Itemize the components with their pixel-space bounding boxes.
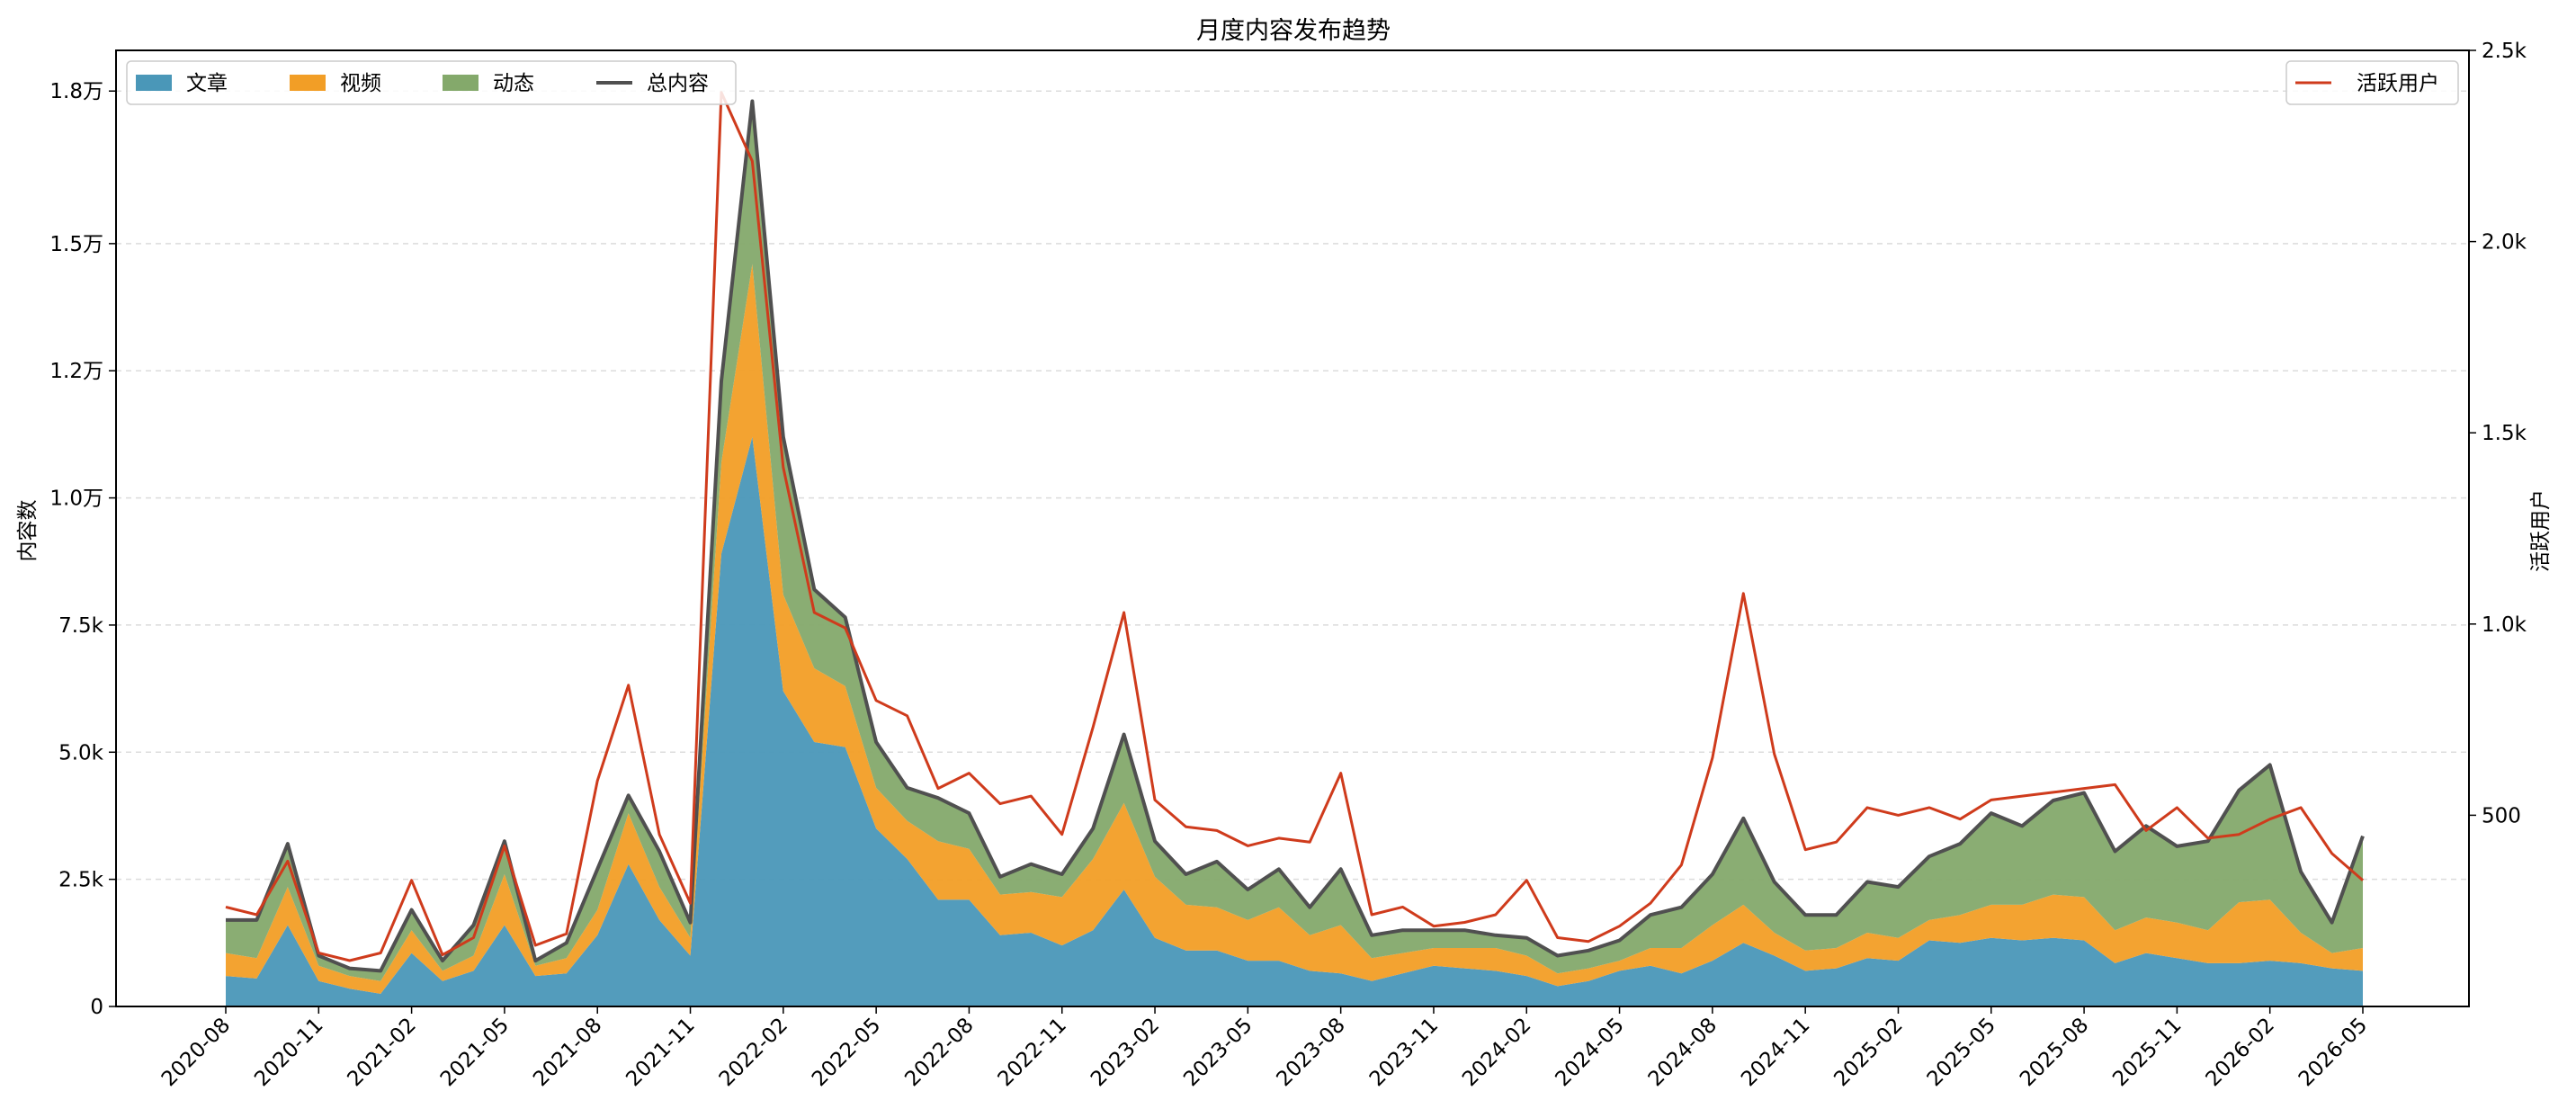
x-tick-label: 2021-05	[436, 1014, 514, 1091]
legend-frame	[126, 60, 737, 105]
x-tick-label: 2024-11	[1737, 1014, 1814, 1091]
x-tick-label: 2021-11	[622, 1014, 699, 1091]
x-tick-label: 2021-02	[344, 1014, 421, 1091]
x-tick-label: 2021-08	[529, 1014, 606, 1091]
y-tick-label: 5.0k	[58, 741, 104, 765]
stacked-areas	[226, 101, 2363, 1006]
y-axis-label-right: 活跃用户	[2529, 489, 2553, 572]
y-axis-left: 0 2.5k 5.0k 7.5k 1.0万 1.2万 1.5万 1.8万	[49, 80, 116, 1019]
x-axis: 2020-08 2020-11 2021-02 2021-05 2021-08 2021-…	[157, 1006, 2372, 1091]
y2-tick-label: 500	[2482, 804, 2521, 827]
legend-label: 总内容	[647, 72, 709, 95]
x-tick-label: 2022-08	[900, 1014, 978, 1091]
line-活跃用户	[225, 91, 2364, 962]
y2-tick-label: 1.5k	[2482, 422, 2527, 445]
legend-label: 活跃用户	[2357, 72, 2439, 95]
y2-tick-label: 2.0k	[2482, 231, 2527, 255]
y-tick-label: 1.5万	[49, 233, 103, 256]
x-tick-label: 2025-08	[2016, 1014, 2093, 1091]
line-总内容	[226, 99, 2365, 973]
y2-tick-label: 1.0k	[2482, 613, 2527, 637]
x-tick-label: 2024-08	[1644, 1014, 1722, 1091]
y-tick-label: 7.5k	[58, 614, 104, 638]
lines	[225, 91, 2365, 973]
legend-swatch	[136, 75, 172, 91]
y-tick-label: 1.8万	[49, 80, 103, 103]
x-tick-label: 2020-08	[157, 1014, 235, 1091]
x-tick-label: 2025-05	[1923, 1014, 2000, 1091]
x-tick-label: 2020-11	[250, 1014, 327, 1091]
legend-label: 动态	[493, 72, 534, 95]
legend-swatch	[443, 75, 479, 91]
x-tick-label: 2022-11	[994, 1014, 1071, 1091]
x-tick-label: 2024-05	[1551, 1014, 1628, 1091]
legend-frame	[2285, 60, 2459, 105]
y-tick-label: 2.5k	[58, 869, 104, 892]
legend-left: 文章 视频 动态 总内容	[126, 60, 737, 105]
plot-frame	[115, 49, 2470, 1007]
x-tick-label: 2023-02	[1087, 1014, 1164, 1091]
x-tick-label: 2022-05	[808, 1014, 885, 1091]
x-tick-label: 2023-08	[1273, 1014, 1350, 1091]
legend-right: 活跃用户	[2285, 60, 2459, 105]
y2-tick-label: 2.5k	[2482, 40, 2527, 63]
y-tick-label: 1.2万	[49, 360, 103, 383]
x-tick-label: 2026-02	[2202, 1014, 2279, 1091]
area-动态	[226, 101, 2363, 981]
legend-label: 文章	[186, 72, 228, 95]
y-axis-right: 500 1.0k 1.5k 2.0k 2.5k	[2469, 40, 2527, 827]
x-tick-label: 2023-05	[1179, 1014, 1257, 1091]
legend-swatch	[290, 75, 326, 91]
area-文章	[226, 436, 2363, 1006]
y-tick-label: 1.0万	[49, 487, 103, 511]
x-tick-label: 2026-05	[2294, 1014, 2372, 1091]
y-axis-label-left: 内容数	[16, 500, 40, 562]
legend-label: 视频	[340, 72, 381, 95]
chart-title: 月度内容发布趋势	[1196, 17, 1391, 45]
grid	[116, 90, 2469, 881]
x-tick-label: 2025-11	[2108, 1014, 2186, 1091]
x-tick-label: 2025-02	[1829, 1014, 1907, 1091]
x-tick-label: 2022-02	[715, 1014, 792, 1091]
area-视频	[226, 264, 2363, 994]
x-tick-label: 2023-11	[1365, 1014, 1443, 1091]
y-tick-label: 0	[90, 996, 103, 1019]
x-tick-label: 2024-02	[1458, 1014, 1535, 1091]
